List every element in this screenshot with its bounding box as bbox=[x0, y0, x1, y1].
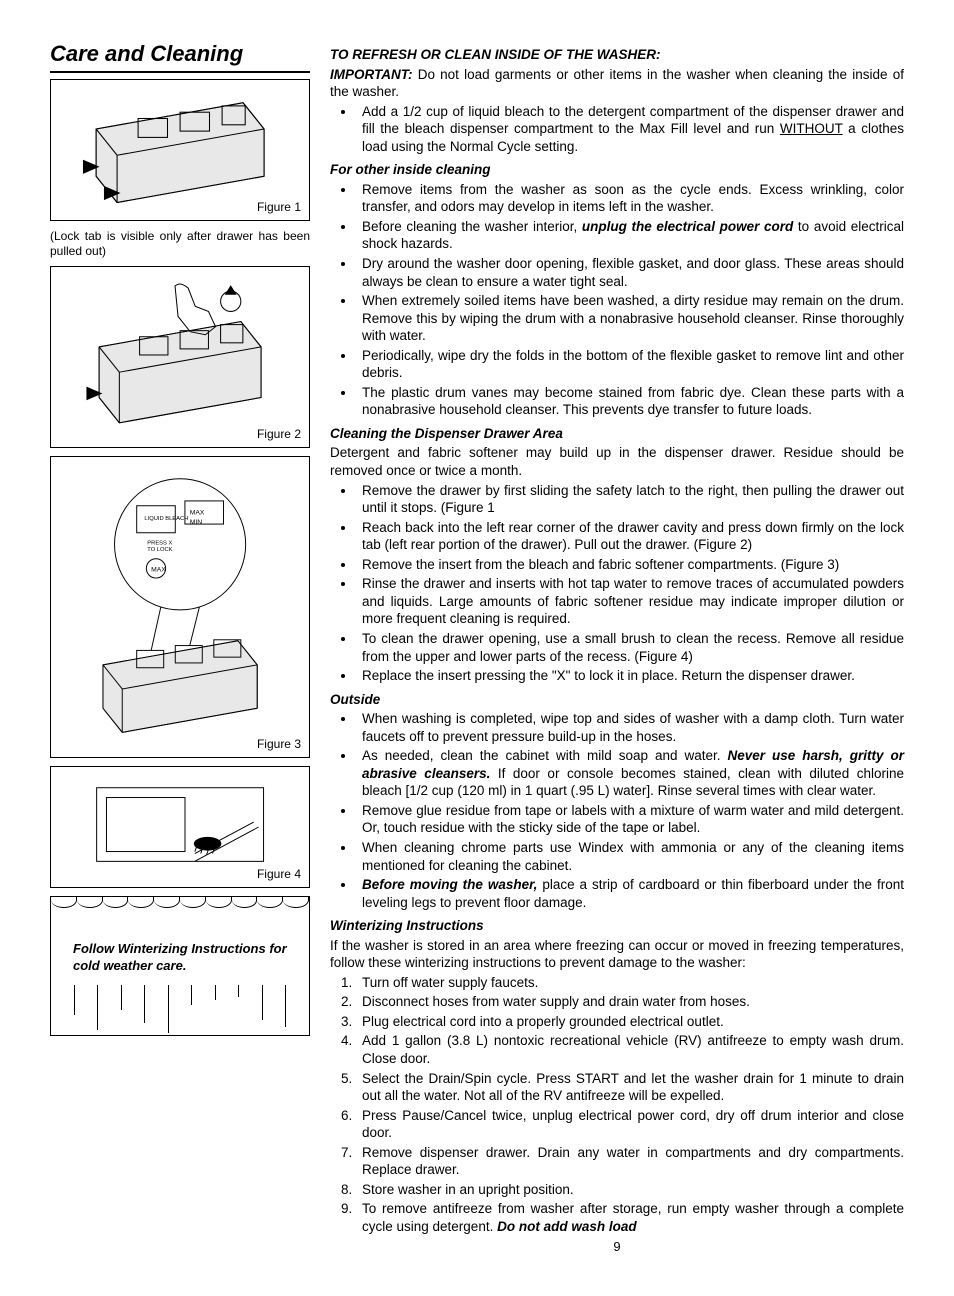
svg-text:LIQUID BLEACH: LIQUID BLEACH bbox=[144, 516, 188, 522]
list-item: To clean the drawer opening, use a small… bbox=[356, 630, 904, 665]
heading-refresh: TO REFRESH OR CLEAN INSIDE OF THE WASHER… bbox=[330, 46, 904, 64]
list-item: Before moving the washer, place a strip … bbox=[356, 876, 904, 911]
brush-cleaning-illustration-icon bbox=[64, 773, 296, 881]
other-inside-bullets: Remove items from the washer as soon as … bbox=[330, 181, 904, 419]
list-item: Remove the drawer by first sliding the s… bbox=[356, 482, 904, 517]
left-column: Care and Cleaning Figure 1 (Lock t bbox=[50, 40, 310, 1256]
drawer-insert-illustration-icon: LIQUID BLEACH PRESS X TO LOCK MAX MAX MI… bbox=[64, 472, 296, 742]
list-item: When extremely soiled items have been wa… bbox=[356, 292, 904, 345]
figure-1-label: Figure 1 bbox=[257, 200, 301, 216]
list-item: Remove the insert from the bleach and fa… bbox=[356, 556, 904, 574]
list-item: Remove items from the washer as soon as … bbox=[356, 181, 904, 216]
winterizing-steps: Turn off water supply faucets. Disconnec… bbox=[330, 974, 904, 1236]
figure-4: Figure 4 bbox=[50, 766, 310, 888]
svg-text:MAX: MAX bbox=[190, 509, 205, 516]
list-item: Before cleaning the washer interior, unp… bbox=[356, 218, 904, 253]
refresh-bullets: Add a 1/2 cup of liquid bleach to the de… bbox=[330, 103, 904, 156]
list-item: Reach back into the left rear corner of … bbox=[356, 519, 904, 554]
heading-other-inside: For other inside cleaning bbox=[330, 161, 904, 179]
list-item: To remove antifreeze from washer after s… bbox=[356, 1200, 904, 1235]
figure-3: LIQUID BLEACH PRESS X TO LOCK MAX MAX MI… bbox=[50, 456, 310, 758]
important-paragraph: IMPORTANT: Do not load garments or other… bbox=[330, 66, 904, 101]
drawer-illustration-icon bbox=[64, 87, 296, 213]
figure-2-label: Figure 2 bbox=[257, 427, 301, 443]
svg-text:MIN: MIN bbox=[190, 519, 202, 526]
winterizing-note-text: Follow Winterizing Instructions for cold… bbox=[51, 911, 309, 985]
important-label: IMPORTANT: bbox=[330, 67, 413, 82]
list-item: Select the Drain/Spin cycle. Press START… bbox=[356, 1070, 904, 1105]
outside-bullets: When washing is completed, wipe top and … bbox=[330, 710, 904, 911]
figure-4-label: Figure 4 bbox=[257, 867, 301, 883]
figure-3-label: Figure 3 bbox=[257, 737, 301, 753]
list-item: When cleaning chrome parts use Windex wi… bbox=[356, 839, 904, 874]
list-item: Store washer in an upright position. bbox=[356, 1181, 904, 1199]
page-number: 9 bbox=[330, 1239, 904, 1256]
right-column: TO REFRESH OR CLEAN INSIDE OF THE WASHER… bbox=[330, 40, 904, 1256]
dispenser-intro: Detergent and fabric softener may build … bbox=[330, 444, 904, 479]
list-item: Replace the insert pressing the "X" to l… bbox=[356, 667, 904, 685]
list-item: Turn off water supply faucets. bbox=[356, 974, 904, 992]
list-item: Add a 1/2 cup of liquid bleach to the de… bbox=[356, 103, 904, 156]
heading-outside: Outside bbox=[330, 691, 904, 709]
svg-text:MAX: MAX bbox=[151, 566, 166, 573]
figure-1-caption: (Lock tab is visible only after drawer h… bbox=[50, 229, 310, 260]
figure-1: Figure 1 bbox=[50, 79, 310, 221]
list-item: The plastic drum vanes may become staine… bbox=[356, 384, 904, 419]
list-item: Add 1 gallon (3.8 L) nontoxic recreation… bbox=[356, 1032, 904, 1067]
list-item: Remove glue residue from tape or labels … bbox=[356, 802, 904, 837]
list-item: As needed, clean the cabinet with mild s… bbox=[356, 747, 904, 800]
heading-winterizing: Winterizing Instructions bbox=[330, 917, 904, 935]
page-title: Care and Cleaning bbox=[50, 40, 310, 73]
svg-text:PRESS X: PRESS X bbox=[147, 540, 172, 546]
heading-dispenser: Cleaning the Dispenser Drawer Area bbox=[330, 425, 904, 443]
list-item: Dry around the washer door opening, flex… bbox=[356, 255, 904, 290]
list-item: Press Pause/Cancel twice, unplug electri… bbox=[356, 1107, 904, 1142]
list-item: Rinse the drawer and inserts with hot ta… bbox=[356, 575, 904, 628]
list-item: When washing is completed, wipe top and … bbox=[356, 710, 904, 745]
dispenser-bullets: Remove the drawer by first sliding the s… bbox=[330, 482, 904, 685]
drawer-hand-illustration-icon bbox=[64, 276, 296, 438]
svg-text:TO LOCK: TO LOCK bbox=[147, 547, 172, 553]
list-item: Remove dispenser drawer. Drain any water… bbox=[356, 1144, 904, 1179]
important-text: Do not load garments or other items in t… bbox=[330, 67, 904, 100]
winterizing-intro: If the washer is stored in an area where… bbox=[330, 937, 904, 972]
list-item: Periodically, wipe dry the folds in the … bbox=[356, 347, 904, 382]
list-item: Plug electrical cord into a properly gro… bbox=[356, 1013, 904, 1031]
figure-2: Figure 2 bbox=[50, 266, 310, 448]
winterizing-note: Follow Winterizing Instructions for cold… bbox=[50, 896, 310, 1036]
list-item: Disconnect hoses from water supply and d… bbox=[356, 993, 904, 1011]
